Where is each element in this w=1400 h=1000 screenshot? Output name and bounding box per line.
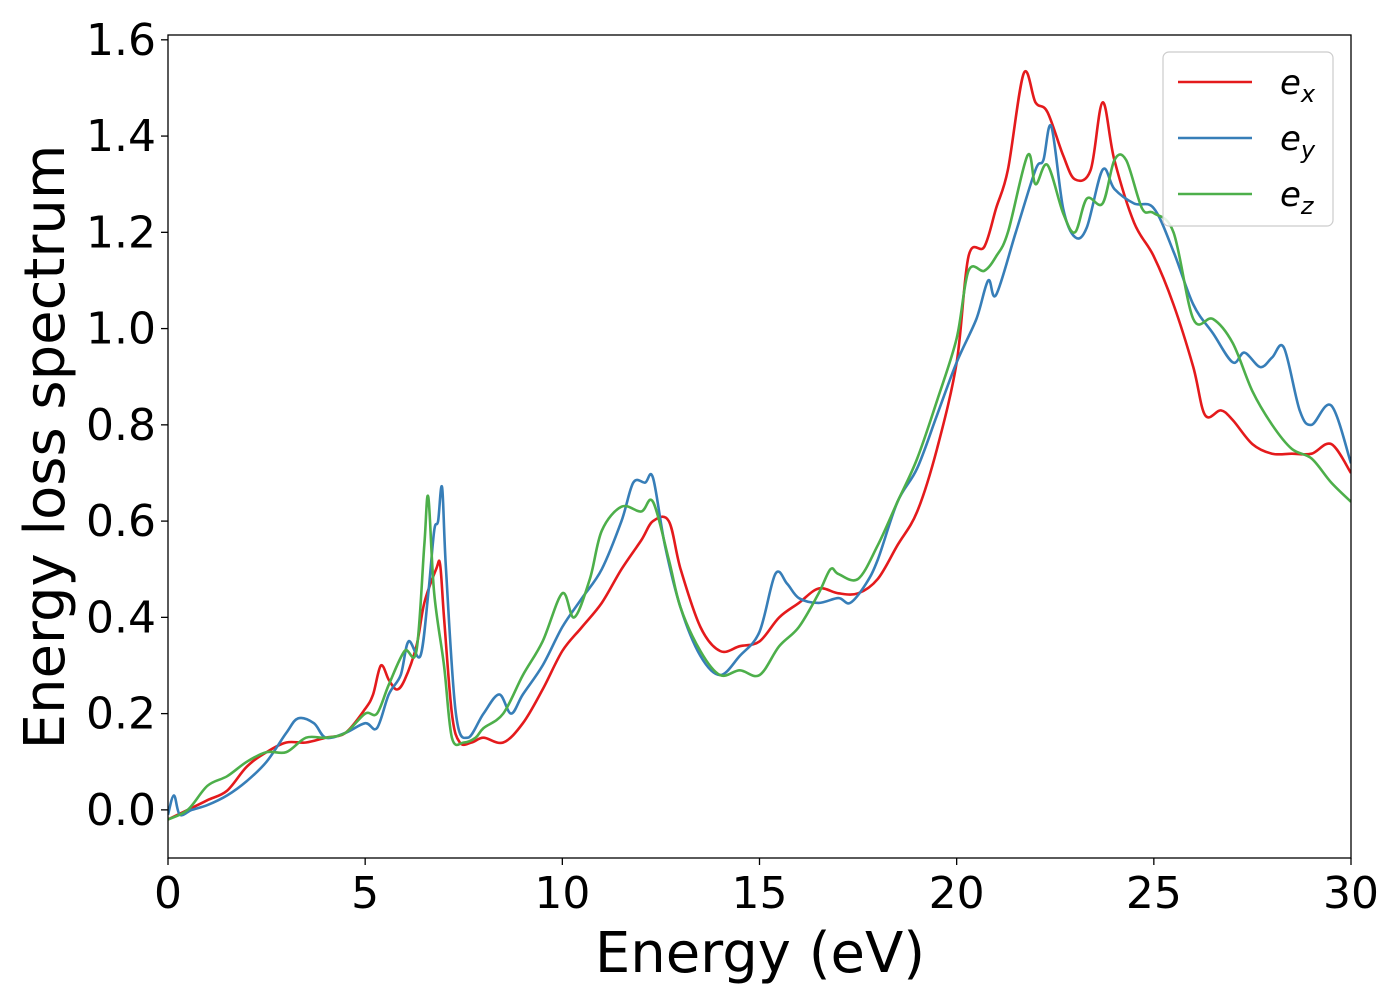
y-tick-label: 1.6 (86, 15, 156, 66)
y-tick-label: 0.8 (86, 400, 156, 451)
series-layer (168, 69, 1351, 821)
legend-label-main: e (1280, 175, 1301, 215)
series-line-ez (168, 152, 1351, 821)
x-tick-label: 0 (154, 868, 182, 919)
y-tick-label: 1.4 (86, 111, 156, 162)
y-tick-label: 0.6 (86, 496, 156, 547)
x-tick-label: 20 (929, 868, 985, 919)
x-axis: 0 5 10 15 20 25 30 (154, 858, 1379, 919)
y-axis-label: Energy loss spectrum (13, 145, 78, 750)
legend-label-main: e (1280, 63, 1301, 103)
y-tick-label: 1.0 (86, 304, 156, 355)
x-tick-label: 10 (534, 868, 590, 919)
y-axis: 0.0 0.2 0.4 0.6 0.8 1.0 1.2 1.4 1.6 (86, 15, 168, 836)
legend-label-ex: ex (1280, 63, 1316, 108)
legend-label-ey: ey (1280, 119, 1316, 164)
y-tick-label: 0.0 (86, 785, 156, 836)
x-tick-label: 5 (351, 868, 379, 919)
legend-label-ez: ez (1280, 175, 1315, 220)
x-tick-label: 25 (1126, 868, 1182, 919)
legend-label-main: e (1280, 119, 1301, 159)
series-line-ey (168, 123, 1351, 817)
x-axis-label: Energy (eV) (595, 921, 925, 986)
y-tick-label: 0.2 (86, 689, 156, 740)
plot-area (168, 35, 1351, 858)
legend-label-subscript: z (1300, 192, 1315, 220)
legend-label-subscript: y (1300, 136, 1316, 164)
y-tick-label: 1.2 (86, 207, 156, 258)
y-tick-label: 0.4 (86, 592, 156, 643)
x-tick-label: 15 (732, 868, 788, 919)
x-tick-label: 30 (1323, 868, 1379, 919)
legend-label-subscript: x (1300, 80, 1316, 108)
